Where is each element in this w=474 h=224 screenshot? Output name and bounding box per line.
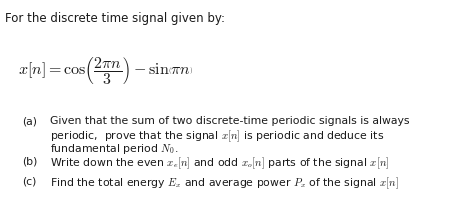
Text: (a): (a) [22, 116, 37, 126]
Text: (b): (b) [22, 156, 37, 166]
Text: periodic,  prove that the signal $x[n]$ is periodic and deduce its: periodic, prove that the signal $x[n]$ i… [50, 129, 384, 144]
Text: Find the total energy $E_x$ and average power $P_x$ of the signal $x[n]$: Find the total energy $E_x$ and average … [50, 176, 399, 192]
Text: $x[n] = \cos\!\left(\dfrac{2\pi n}{3}\right) - \sin\!\left(\pi n\right)$: $x[n] = \cos\!\left(\dfrac{2\pi n}{3}\ri… [18, 56, 193, 87]
Text: (c): (c) [22, 176, 36, 186]
Text: For the discrete time signal given by:: For the discrete time signal given by: [5, 12, 225, 25]
Text: Write down the even $x_e[n]$ and odd $x_o[n]$ parts of the signal $x[n]$: Write down the even $x_e[n]$ and odd $x_… [50, 156, 389, 171]
Text: Given that the sum of two discrete-time periodic signals is always: Given that the sum of two discrete-time … [50, 116, 410, 126]
Text: fundamental period $N_0$.: fundamental period $N_0$. [50, 142, 178, 156]
